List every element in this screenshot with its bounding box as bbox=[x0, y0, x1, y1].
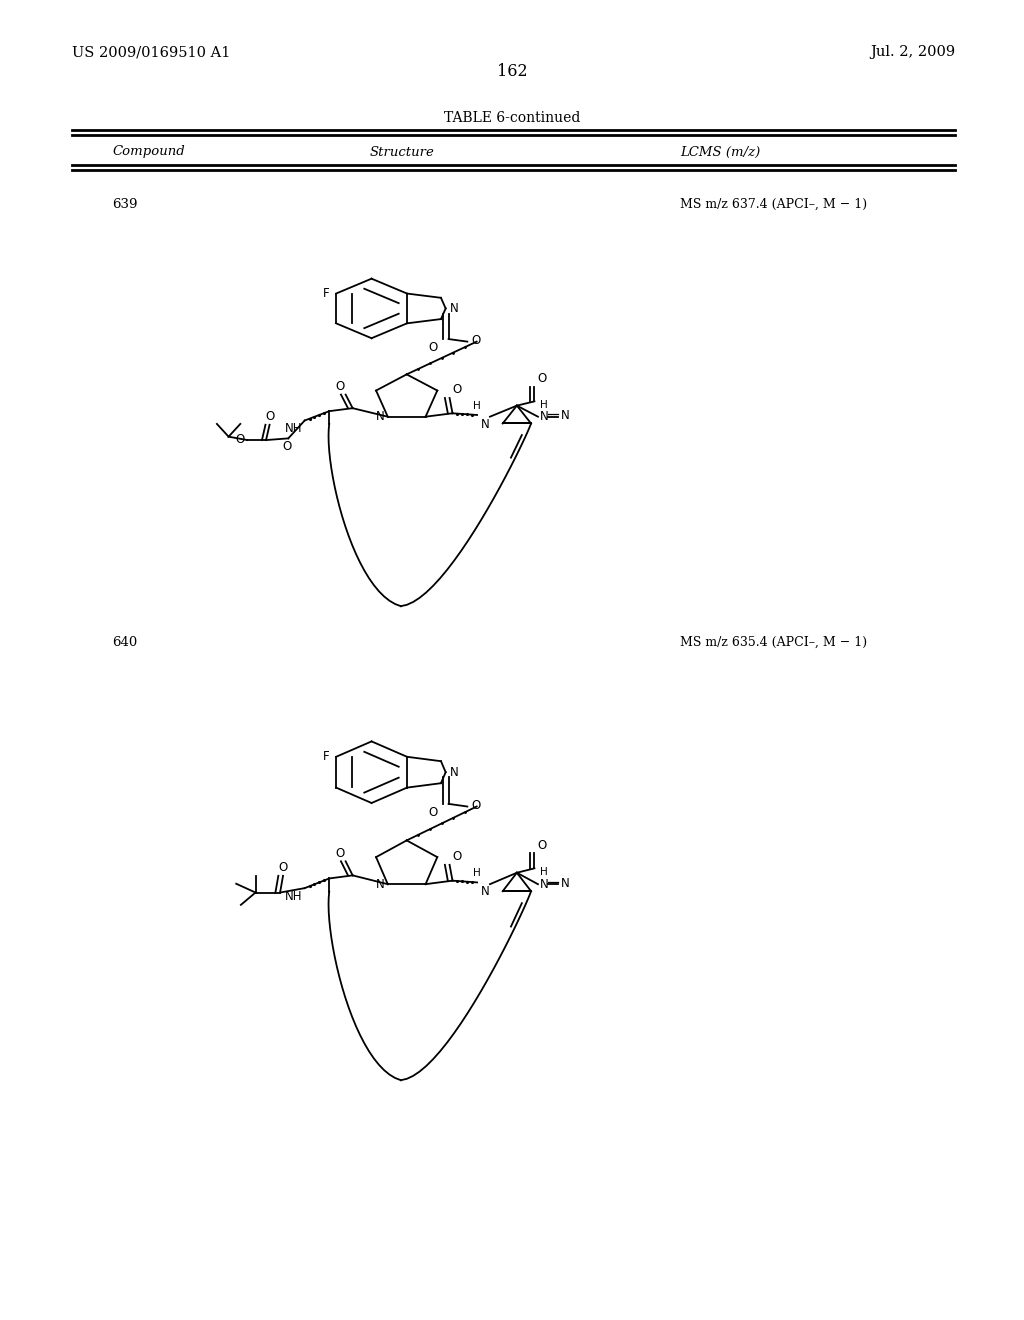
Text: O: O bbox=[452, 383, 461, 396]
Text: O: O bbox=[236, 433, 245, 446]
Text: O: O bbox=[452, 850, 461, 863]
Text: 639: 639 bbox=[112, 198, 137, 211]
Text: N: N bbox=[480, 884, 489, 898]
Text: O: O bbox=[283, 440, 292, 453]
Text: N: N bbox=[450, 766, 459, 779]
Text: NH: NH bbox=[285, 890, 302, 903]
Text: O: O bbox=[429, 807, 438, 820]
Text: N: N bbox=[561, 876, 570, 890]
Text: N: N bbox=[376, 878, 385, 891]
Text: 162: 162 bbox=[497, 63, 527, 81]
Text: O: O bbox=[538, 838, 547, 851]
Text: O: O bbox=[471, 799, 480, 812]
Text: MS m/z 637.4 (APCI–, M − 1): MS m/z 637.4 (APCI–, M − 1) bbox=[680, 198, 867, 211]
Text: O: O bbox=[279, 861, 288, 874]
Text: H: H bbox=[541, 867, 548, 876]
Text: 640: 640 bbox=[112, 636, 137, 649]
Text: O: O bbox=[471, 334, 480, 347]
Text: O: O bbox=[265, 411, 274, 424]
Text: N: N bbox=[376, 411, 385, 424]
Text: H: H bbox=[473, 401, 481, 411]
Text: Compound: Compound bbox=[112, 145, 184, 158]
Text: Jul. 2, 2009: Jul. 2, 2009 bbox=[869, 45, 955, 59]
Text: F: F bbox=[323, 286, 329, 300]
Text: TABLE 6-continued: TABLE 6-continued bbox=[443, 111, 581, 125]
Text: Structure: Structure bbox=[370, 145, 435, 158]
Text: N: N bbox=[450, 302, 459, 315]
Text: O: O bbox=[538, 372, 547, 385]
Text: US 2009/0169510 A1: US 2009/0169510 A1 bbox=[72, 45, 230, 59]
Text: H: H bbox=[473, 869, 481, 878]
Text: N: N bbox=[480, 417, 489, 430]
Text: F: F bbox=[323, 750, 329, 763]
Text: N: N bbox=[541, 411, 549, 424]
Text: O: O bbox=[335, 380, 344, 393]
Text: N: N bbox=[561, 409, 570, 422]
Text: LCMS (m/z): LCMS (m/z) bbox=[680, 145, 760, 158]
Text: N: N bbox=[541, 878, 549, 891]
Text: NH: NH bbox=[285, 422, 302, 436]
Text: O: O bbox=[335, 846, 344, 859]
Text: O: O bbox=[429, 341, 438, 354]
Text: H: H bbox=[541, 400, 548, 411]
Text: MS m/z 635.4 (APCI–, M − 1): MS m/z 635.4 (APCI–, M − 1) bbox=[680, 636, 867, 649]
